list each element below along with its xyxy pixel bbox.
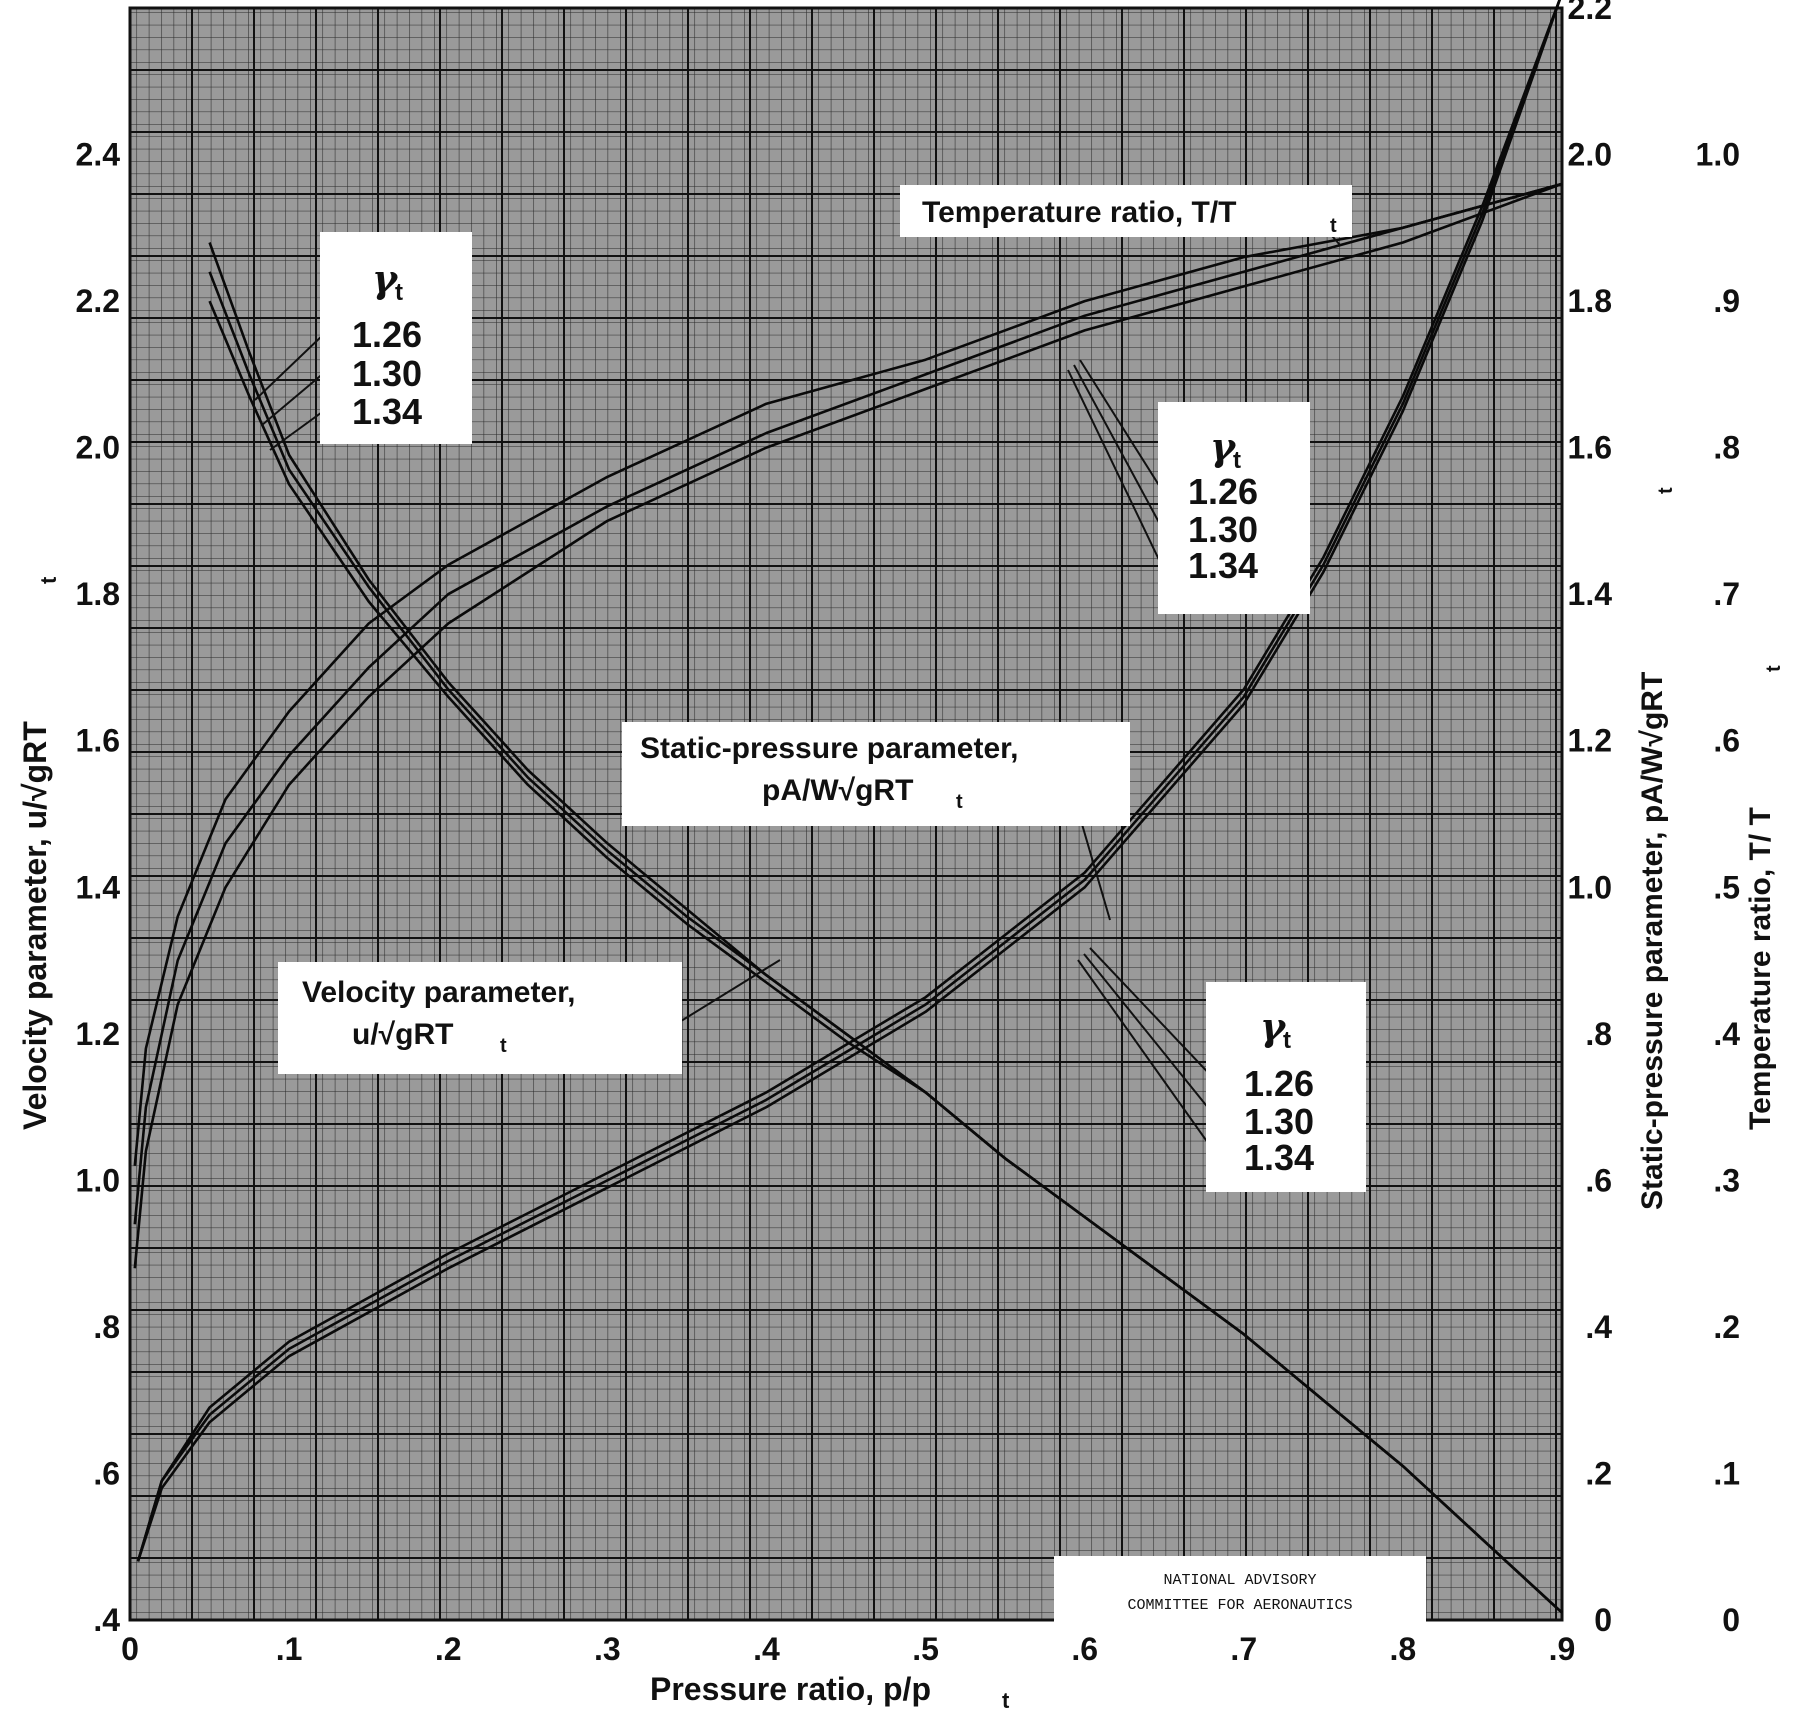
temperature-ratio-label: Temperature ratio, T/T t <box>900 185 1352 237</box>
static-label-line1: Static-pressure parameter, <box>640 732 1019 765</box>
velocity-tick-labels: .4 .6 .8 1.0 1.2 1.4 1.6 1.8 2.0 2.2 2.4 <box>76 137 121 1638</box>
x-tick-label: .7 <box>1230 1631 1257 1667</box>
static-label-line2: pA/W√gRT <box>762 774 913 807</box>
x-tick-label: .2 <box>435 1631 462 1667</box>
temperature-tick-label: .3 <box>1713 1162 1740 1198</box>
gamma-box-static: γ t 1.26 1.30 1.34 <box>1206 982 1366 1192</box>
static-pressure-label: Static-pressure parameter, pA/W√gRT t <box>622 722 1130 826</box>
temperature-tick-label: 1.0 <box>1696 137 1740 173</box>
temperature-tick-label: .6 <box>1713 723 1740 759</box>
gamma-sub: t <box>395 279 403 306</box>
gamma-value-1: 1.26 <box>1188 471 1258 512</box>
velocity-label-sub: t <box>500 1035 507 1057</box>
x-tick-label: .4 <box>753 1631 780 1667</box>
temperature-axis-label-sub: t <box>1763 665 1785 672</box>
static-pressure-tick-label: .4 <box>1585 1309 1612 1345</box>
static-pressure-tick-label: 1.6 <box>1568 430 1612 466</box>
static-pressure-tick-labels: 0 .2 .4 .6 .8 1.0 1.2 1.4 1.6 1.8 2.0 2.2 <box>1568 0 1613 1638</box>
static-pressure-tick-label: 1.4 <box>1568 576 1613 612</box>
gamma-value-3: 1.34 <box>1188 545 1258 586</box>
velocity-tick-label: .8 <box>93 1309 120 1345</box>
static-pressure-tick-label: 2.2 <box>1568 0 1612 26</box>
gamma-value-2: 1.30 <box>352 353 422 394</box>
velocity-axis-label-sub: t <box>36 576 61 584</box>
temperature-label-text: Temperature ratio, T/T <box>922 196 1237 229</box>
static-label-sub: t <box>956 791 963 813</box>
x-tick-label: .6 <box>1071 1631 1098 1667</box>
gamma-box-temperature: γ t 1.26 1.30 1.34 <box>1158 402 1310 614</box>
static-axis-label-sub: t <box>1655 487 1677 494</box>
gamma-sub: t <box>1233 447 1241 474</box>
x-tick-label: .5 <box>912 1631 939 1667</box>
velocity-tick-label: 2.0 <box>76 430 120 466</box>
x-tick-label: .9 <box>1549 1631 1576 1667</box>
velocity-axis-label: Velocity parameter, u/√gRT t <box>17 576 61 1130</box>
velocity-tick-label: 2.4 <box>76 137 121 173</box>
temperature-tick-labels: 0 .1 .2 .3 .4 .5 .6 .7 .8 .9 1.0 <box>1696 137 1741 1638</box>
temperature-axis-label-text: Temperature ratio, T/ T <box>1744 807 1777 1130</box>
velocity-tick-label: 1.6 <box>76 723 120 759</box>
static-pressure-tick-label: .6 <box>1585 1162 1612 1198</box>
velocity-tick-label: 1.2 <box>76 1016 120 1052</box>
x-tick-label: .1 <box>276 1631 303 1667</box>
x-axis-label: Pressure ratio, p/p t <box>650 1671 1010 1711</box>
static-pressure-tick-label: 0 <box>1594 1602 1612 1638</box>
gamma-sub: t <box>1283 1027 1291 1054</box>
static-pressure-tick-label: 1.0 <box>1568 869 1612 905</box>
x-axis-label-text: Pressure ratio, p/p <box>650 1671 931 1707</box>
temperature-tick-label: .9 <box>1713 283 1740 319</box>
temperature-tick-label: 0 <box>1722 1602 1740 1638</box>
velocity-parameter-label: Velocity parameter, u/√gRT t <box>278 962 682 1074</box>
static-axis-label-text: Static-pressure parameter, pA/W√gRT <box>1636 672 1669 1210</box>
stamp-line2: COMMITTEE FOR AERONAUTICS <box>1127 1597 1352 1614</box>
temperature-tick-label: .4 <box>1713 1016 1740 1052</box>
velocity-tick-label: 1.4 <box>76 869 121 905</box>
gamma-value-3: 1.34 <box>352 391 422 432</box>
temperature-axis-label: Temperature ratio, T/ T t <box>1744 665 1785 1130</box>
velocity-label-line2: u/√gRT <box>352 1018 453 1051</box>
static-pressure-tick-label: .2 <box>1585 1455 1612 1491</box>
gamma-box-velocity: γ t 1.26 1.30 1.34 <box>320 232 472 444</box>
x-tick-label: .3 <box>594 1631 621 1667</box>
x-tick-label: 0 <box>121 1631 139 1667</box>
temperature-label-sub: t <box>1330 215 1337 237</box>
temperature-tick-label: .2 <box>1713 1309 1740 1345</box>
static-pressure-tick-label: 1.2 <box>1568 723 1612 759</box>
gamma-value-2: 1.30 <box>1188 509 1258 550</box>
velocity-axis-label-text: Velocity parameter, u/√gRT <box>17 721 53 1130</box>
temperature-tick-label: .5 <box>1713 869 1740 905</box>
naca-stamp: NATIONAL ADVISORY COMMITTEE FOR AERONAUT… <box>1054 1556 1426 1626</box>
stamp-line1: NATIONAL ADVISORY <box>1163 1572 1316 1589</box>
gamma-value-1: 1.26 <box>1244 1063 1314 1104</box>
static-pressure-axis-label: Static-pressure parameter, pA/W√gRT t <box>1636 487 1677 1210</box>
gamma-value-1: 1.26 <box>352 314 422 355</box>
velocity-label-line1: Velocity parameter, <box>302 976 576 1009</box>
static-pressure-tick-label: 1.8 <box>1568 283 1612 319</box>
velocity-tick-label: 1.8 <box>76 576 120 612</box>
temperature-tick-label: .8 <box>1713 430 1740 466</box>
static-pressure-tick-label: .8 <box>1585 1016 1612 1052</box>
static-pressure-tick-label: 2.0 <box>1568 137 1612 173</box>
velocity-tick-label: 1.0 <box>76 1162 120 1198</box>
x-tick-label: .8 <box>1390 1631 1417 1667</box>
velocity-tick-label: .6 <box>93 1455 120 1491</box>
gamma-value-2: 1.30 <box>1244 1101 1314 1142</box>
gamma-value-3: 1.34 <box>1244 1137 1314 1178</box>
temperature-tick-label: .1 <box>1713 1455 1740 1491</box>
velocity-tick-label: 2.2 <box>76 283 120 319</box>
x-axis-label-sub: t <box>1002 1688 1010 1711</box>
x-tick-labels: 0 .1 .2 .3 .4 .5 .6 .7 .8 .9 <box>121 1631 1575 1667</box>
velocity-tick-label: .4 <box>93 1602 120 1638</box>
temperature-tick-label: .7 <box>1713 576 1740 612</box>
